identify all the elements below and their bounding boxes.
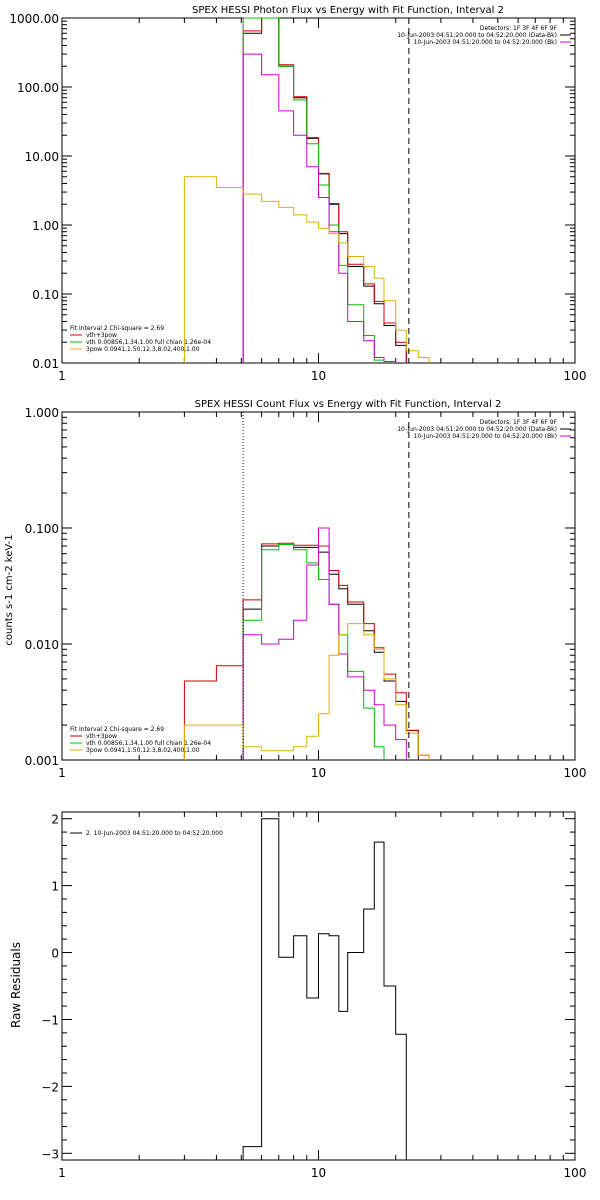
photon-flux-ytick-label-4: 100.00 bbox=[17, 81, 59, 95]
residuals-xtick-label-0: 1 bbox=[58, 1166, 66, 1180]
count-flux-ytick-label-3: 1.000 bbox=[25, 406, 59, 420]
residuals-ticks: 1 10 100 −3 −2 −1 0 1 2 bbox=[41, 812, 586, 1180]
photon-flux-legend-line-3: 3pow 0.0941,1.50,12.3,8.02,400,1.00 bbox=[86, 346, 200, 353]
photon-flux-series-4 bbox=[183, 176, 430, 363]
count-flux-title: SPEX HESSI Count Flux vs Energy with Fit… bbox=[195, 399, 502, 410]
count-flux-legend-line-1: vth+3pow bbox=[86, 733, 117, 740]
photon-flux-legend-line-2: vth 0.00856,1.34,1.00 full chian 1.26e-0… bbox=[86, 339, 211, 346]
count-flux-panel: SPEX HESSI Count Flux vs Energy with Fit… bbox=[4, 399, 586, 780]
photon-flux-series bbox=[183, 17, 430, 363]
count-flux-plot-frame bbox=[61, 411, 576, 761]
residuals-panel: Raw Residuals 1 10 100 −3 −2 −1 0 1 2 2. 10-Jun-… bbox=[9, 811, 586, 1180]
count-flux-header-line-1: 10-Jun-2003 04:51:20.000 to 04:52:20.000… bbox=[397, 426, 557, 433]
photon-flux-ytick-label-1: 0.10 bbox=[32, 288, 59, 302]
residuals-series bbox=[242, 818, 412, 1161]
residuals-ytick-label-5: 2 bbox=[51, 813, 59, 827]
photon-flux-legend-line-1: vth+3pow bbox=[86, 332, 117, 339]
count-flux-xtick-label-2: 100 bbox=[564, 766, 587, 780]
count-flux-ylabel: counts s-1 cm-2 keV-1 bbox=[4, 534, 15, 645]
photon-flux-fit-legend: Fit Interval 2 Chi-square = 2.69vth+3pow… bbox=[70, 325, 211, 353]
photon-flux-markers bbox=[242, 18, 410, 363]
photon-flux-xtick-label-2: 100 bbox=[564, 369, 587, 383]
count-flux-series-2 bbox=[242, 544, 385, 760]
photon-flux-panel: SPEX HESSI Photon Flux vs Energy with Fi… bbox=[9, 5, 586, 383]
count-flux-ytick-label-2: 0.100 bbox=[25, 522, 59, 536]
count-flux-header-line-0: Detectors: 1F 3F 4F 6F 9F bbox=[480, 419, 558, 426]
residuals-ytick-label-0: −3 bbox=[41, 1147, 59, 1161]
photon-flux-title: SPEX HESSI Photon Flux vs Energy with Fi… bbox=[192, 5, 504, 16]
photon-flux-header-line-2: 10-Jun-2003 04:51:20.000 to 04:52:20.000… bbox=[414, 39, 557, 46]
residuals-ytick-label-4: 1 bbox=[51, 880, 59, 894]
photon-flux-ytick-label-5: 1000.00 bbox=[9, 12, 59, 26]
residuals-series-0 bbox=[242, 818, 412, 1161]
count-flux-legend-line-3: 3pow 0.0941,1.50,12.3,8.02,400,1.00 bbox=[86, 747, 200, 754]
photon-flux-series-1 bbox=[242, 17, 407, 363]
count-flux-xtick-label-1: 10 bbox=[311, 766, 326, 780]
count-flux-ytick-label-1: 0.010 bbox=[25, 638, 59, 652]
count-flux-series-4 bbox=[183, 623, 430, 760]
photon-flux-ytick-label-3: 10.00 bbox=[25, 150, 59, 164]
residuals-ylabel: Raw Residuals bbox=[9, 942, 23, 1028]
count-flux-markers bbox=[242, 412, 410, 760]
count-flux-ticks: 1 10 100 0.001 0.010 0.100 1.000 bbox=[25, 406, 587, 780]
count-flux-series-1 bbox=[183, 542, 430, 760]
count-flux-series bbox=[183, 527, 430, 760]
residuals-ytick-label-3: 0 bbox=[51, 947, 59, 961]
count-flux-fit-legend: Fit Interval 2 Chi-square = 2.69vth+3pow… bbox=[70, 726, 211, 754]
residuals-legend: 2. 10-Jun-2003 04:51:20.000 to 04:52:20.… bbox=[70, 830, 223, 837]
photon-flux-header-line-1: 10-Jun-2003 04:51:20.000 to 04:52:20.000… bbox=[397, 32, 557, 39]
count-flux-header-line-2: 10-Jun-2003 04:51:20.000 to 04:52:20.000… bbox=[414, 433, 557, 440]
residuals-xtick-label-2: 100 bbox=[564, 1166, 587, 1180]
photon-flux-series-0 bbox=[242, 17, 407, 363]
residuals-legend-line-0: 2. 10-Jun-2003 04:51:20.000 to 04:52:20.… bbox=[86, 830, 223, 837]
count-flux-series-3 bbox=[242, 527, 407, 760]
residuals-ytick-label-1: −2 bbox=[41, 1080, 59, 1094]
photon-flux-ytick-label-0: 0.01 bbox=[32, 357, 59, 371]
count-flux-legend-line-0: Fit Interval 2 Chi-square = 2.69 bbox=[70, 726, 164, 733]
count-flux-series-0 bbox=[242, 544, 419, 760]
residuals-xtick-label-1: 10 bbox=[311, 1166, 326, 1180]
count-flux-legend-line-2: vth 0.00856,1.34,1.00 full chian 1.26e-0… bbox=[86, 740, 211, 747]
photon-flux-series-3 bbox=[242, 53, 397, 363]
count-flux-xtick-label-0: 1 bbox=[58, 766, 66, 780]
residuals-ytick-label-2: −1 bbox=[41, 1013, 59, 1027]
count-flux-ytick-label-0: 0.001 bbox=[25, 754, 59, 768]
photon-flux-ytick-label-2: 1.00 bbox=[32, 219, 59, 233]
photon-flux-series-2 bbox=[242, 17, 385, 363]
photon-flux-xtick-label-0: 1 bbox=[58, 369, 66, 383]
photon-flux-xtick-label-1: 10 bbox=[311, 369, 326, 383]
photon-flux-header-line-0: Detectors: 1F 3F 4F 6F 9F bbox=[480, 25, 558, 32]
photon-flux-legend-line-0: Fit Interval 2 Chi-square = 2.69 bbox=[70, 325, 164, 332]
